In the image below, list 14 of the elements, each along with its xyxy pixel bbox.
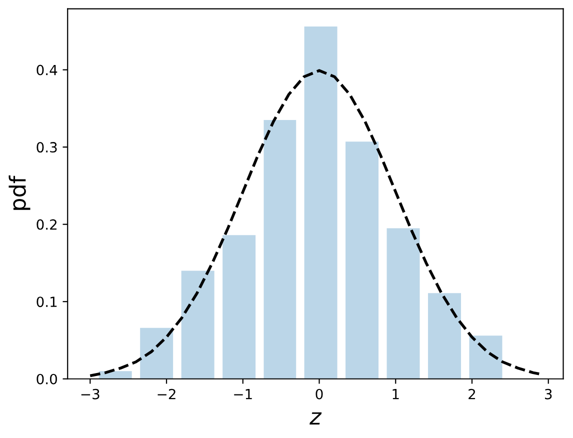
y-tick-label: 0.1 <box>36 296 57 308</box>
y-tick-label: 0.3 <box>36 142 57 153</box>
y-axis-title: pdf <box>8 175 30 210</box>
x-tick-label: 1 <box>392 389 399 400</box>
x-tick-label: −1 <box>234 389 252 400</box>
x-tick-label: 0 <box>316 388 323 400</box>
x-axis-title: z <box>310 412 322 424</box>
x-tick-label: −3 <box>81 388 100 400</box>
x-tick-label: 3 <box>545 388 552 400</box>
y-tick-label: 0.0 <box>36 374 57 384</box>
y-tick-label: 0.2 <box>36 219 56 230</box>
y-tick-label: 0.4 <box>36 64 58 76</box>
x-tick-label: 2 <box>468 388 476 400</box>
x-tick-label: −2 <box>158 388 176 400</box>
